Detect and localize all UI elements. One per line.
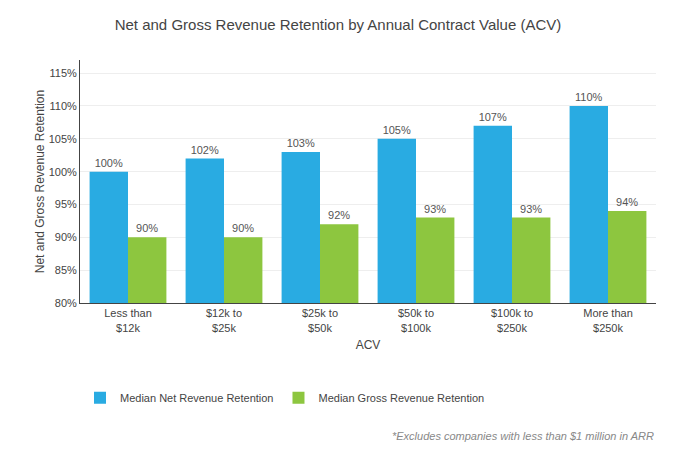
svg-text:94%: 94% [616, 196, 638, 208]
svg-text:93%: 93% [424, 203, 446, 215]
svg-text:107%: 107% [479, 111, 507, 123]
svg-text:More than$250k: More than$250k [583, 307, 633, 333]
svg-text:90%: 90% [55, 231, 77, 243]
svg-text:Net and Gross Revenue Retentio: Net and Gross Revenue Retention [33, 90, 47, 273]
svg-text:ACV: ACV [356, 338, 381, 352]
svg-text:Median Net Revenue Retention: Median Net Revenue Retention [120, 392, 273, 404]
svg-text:115%: 115% [49, 67, 77, 79]
svg-text:95%: 95% [55, 198, 77, 210]
svg-text:80%: 80% [55, 297, 77, 309]
svg-text:$50k to$100k: $50k to$100k [398, 307, 434, 333]
svg-text:90%: 90% [136, 222, 158, 234]
svg-text:*Excludes companies with less: *Excludes companies with less than $1 mi… [392, 430, 654, 442]
svg-text:Median Gross Revenue Retention: Median Gross Revenue Retention [318, 392, 484, 404]
svg-text:103%: 103% [287, 137, 315, 149]
svg-text:$25k to$50k: $25k to$50k [302, 307, 338, 333]
svg-text:100%: 100% [95, 157, 123, 169]
svg-text:105%: 105% [49, 133, 77, 145]
svg-text:92%: 92% [328, 209, 350, 221]
svg-text:Net and Gross Revenue Retentio: Net and Gross Revenue Retention by Annua… [115, 16, 562, 33]
svg-text:Less than$12k: Less than$12k [104, 307, 152, 333]
svg-text:$12k to$25k: $12k to$25k [206, 307, 242, 333]
svg-text:100%: 100% [49, 166, 77, 178]
svg-text:90%: 90% [232, 222, 254, 234]
svg-text:102%: 102% [191, 144, 219, 156]
svg-text:85%: 85% [55, 264, 77, 276]
svg-text:110%: 110% [49, 100, 77, 112]
svg-text:105%: 105% [383, 124, 411, 136]
svg-text:93%: 93% [520, 203, 542, 215]
svg-text:110%: 110% [575, 91, 603, 103]
svg-text:$100k to$250k: $100k to$250k [491, 307, 533, 333]
